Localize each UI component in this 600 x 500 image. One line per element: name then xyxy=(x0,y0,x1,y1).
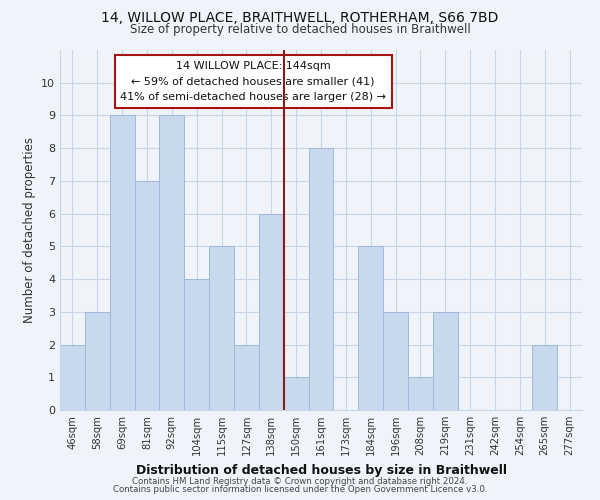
Bar xyxy=(60,344,85,410)
Bar xyxy=(383,312,408,410)
Bar xyxy=(110,116,134,410)
Bar xyxy=(209,246,234,410)
Text: 14, WILLOW PLACE, BRAITHWELL, ROTHERHAM, S66 7BD: 14, WILLOW PLACE, BRAITHWELL, ROTHERHAM,… xyxy=(101,11,499,25)
Bar xyxy=(358,246,383,410)
X-axis label: Distribution of detached houses by size in Braithwell: Distribution of detached houses by size … xyxy=(136,464,506,476)
Text: 14 WILLOW PLACE: 144sqm
← 59% of detached houses are smaller (41)
41% of semi-de: 14 WILLOW PLACE: 144sqm ← 59% of detache… xyxy=(120,61,386,102)
Bar xyxy=(85,312,110,410)
Bar xyxy=(160,116,184,410)
Bar xyxy=(284,378,308,410)
Bar xyxy=(532,344,557,410)
Bar xyxy=(259,214,284,410)
Bar xyxy=(134,181,160,410)
Text: Size of property relative to detached houses in Braithwell: Size of property relative to detached ho… xyxy=(130,22,470,36)
Y-axis label: Number of detached properties: Number of detached properties xyxy=(23,137,35,323)
Text: Contains HM Land Registry data © Crown copyright and database right 2024.: Contains HM Land Registry data © Crown c… xyxy=(132,477,468,486)
Bar xyxy=(234,344,259,410)
Text: Contains public sector information licensed under the Open Government Licence v3: Contains public sector information licen… xyxy=(113,485,487,494)
Bar xyxy=(308,148,334,410)
Bar xyxy=(433,312,458,410)
Bar xyxy=(184,279,209,410)
Bar xyxy=(408,378,433,410)
